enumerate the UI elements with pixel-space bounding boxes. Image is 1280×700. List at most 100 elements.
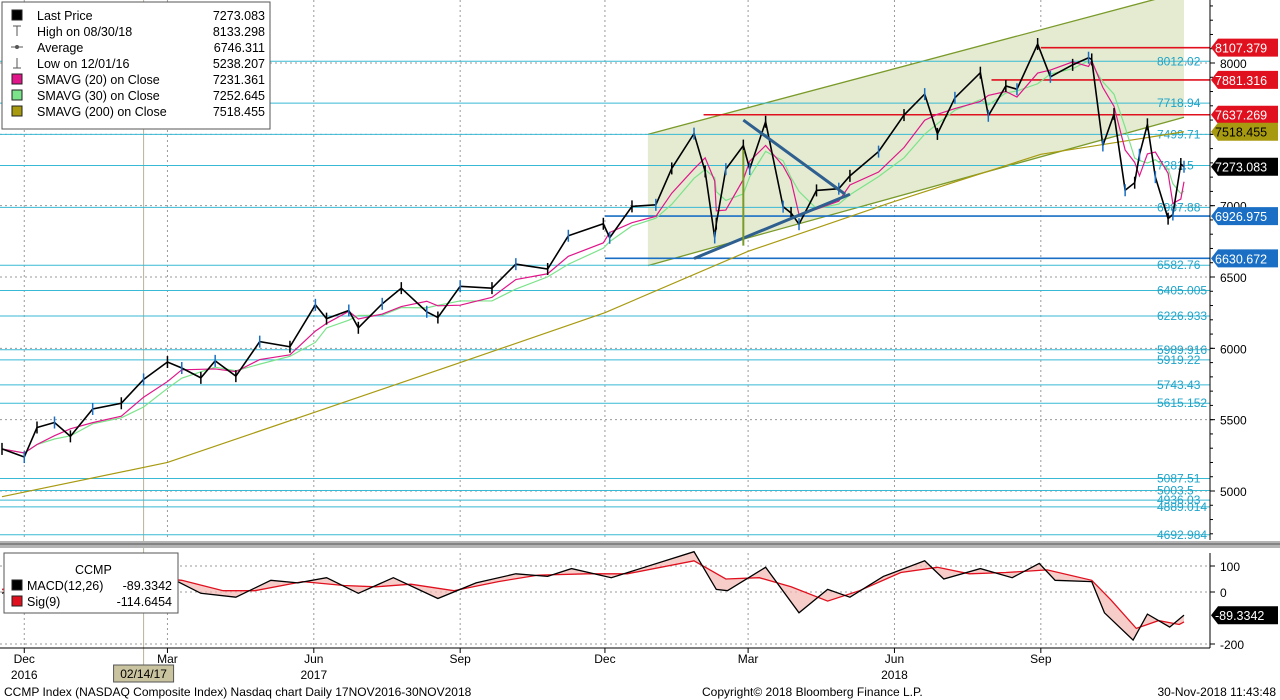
price-tag: 6630.672 [1211, 249, 1278, 268]
triangle-bottom-line [693, 192, 851, 260]
x-month-label: Mar [157, 652, 178, 666]
price-tag-bg [1211, 70, 1278, 89]
price-tag-label: 6630.672 [1215, 252, 1267, 266]
fib-level-label: 4936.03 [1157, 493, 1201, 507]
legend-marker [11, 73, 23, 85]
x-month-label: Sep [1030, 652, 1052, 666]
fib-level-label: 4889.014 [1157, 500, 1207, 514]
x-month-label: Sep [449, 652, 471, 666]
legend-label: Average [37, 41, 83, 55]
fib-level-label: 7499.71 [1157, 127, 1201, 141]
cursor-date-bg [113, 664, 175, 683]
x-year-label: 2017 [300, 668, 327, 682]
macd-signal-line [1, 560, 1185, 630]
price-tag-label: 7637.269 [1215, 109, 1267, 123]
macd-legend-marker [11, 579, 23, 591]
macd-legend-label: MACD(12,26) [27, 579, 103, 593]
legend-value: 7252.645 [213, 89, 265, 103]
legend-marker-low [13, 58, 21, 69]
fib-level-label: 8012.02 [1157, 54, 1201, 68]
legend-value: 5238.207 [213, 57, 265, 71]
fib-level-label: 7718.94 [1157, 96, 1201, 110]
y-tick-label: 5000 [1220, 485, 1247, 499]
cursor-date-label: 02/14/17 [120, 667, 167, 681]
price-tag: 7273.083 [1211, 157, 1278, 176]
legend-box [1, 1, 271, 130]
legend-value: 8133.298 [213, 25, 265, 39]
x-month-label: Jun [304, 652, 323, 666]
sma20-line [1, 59, 1185, 454]
price-tag: 7637.269 [1211, 105, 1278, 124]
x-month-label: Jun [885, 652, 904, 666]
price-tag: 6926.975 [1211, 207, 1278, 226]
fib-level-label: 7281.5 [1157, 159, 1194, 173]
price-tag-bg [1211, 157, 1278, 176]
fib-level-label: 5615.152 [1157, 396, 1207, 410]
x-month-label: Dec [594, 652, 615, 666]
x-month-label: Mar [738, 652, 759, 666]
price-tag: 8107.379 [1211, 38, 1278, 57]
x-year-label: 2016 [11, 668, 38, 682]
fib-level-label: 6405.005 [1157, 284, 1207, 298]
legend: Last Price 7273.083 High on 08/30/18 8133.2… [1, 1, 271, 130]
legend-label: High on 08/30/18 [37, 25, 132, 39]
price-tag-label: 7273.083 [1215, 161, 1267, 175]
sma200-line [1, 131, 1185, 498]
legend-marker [11, 105, 23, 117]
macd-legend: CCMP MACD(12,26) -89.3342 Sig(9) -114.6454 [3, 552, 179, 614]
price-tag-label: 7881.316 [1215, 74, 1267, 88]
legend-marker [11, 9, 23, 21]
y-tick-label: 5500 [1220, 414, 1247, 428]
macd-line [1, 550, 1185, 642]
price-tag-label: 6926.975 [1215, 210, 1267, 224]
legend-marker [11, 89, 23, 101]
fib-level-label: 6582.76 [1157, 258, 1201, 272]
fib-level-label: 5989.916 [1157, 343, 1207, 357]
y-tick-label: 8000 [1220, 57, 1247, 71]
footer-copyright: Copyright© 2018 Bloomberg Finance L.P. [702, 685, 923, 699]
triangle-top-line [742, 118, 847, 196]
macd-legend-box [3, 552, 179, 614]
fib-level-label: 4692.984 [1157, 528, 1207, 542]
macd-legend-title: CCMP [75, 563, 112, 577]
price-tag-bg [1211, 38, 1278, 57]
legend-label: SMAVG (200) on Close [37, 105, 167, 119]
legend-label: SMAVG (20) on Close [37, 73, 160, 87]
macd-y-tick-label: -200 [1220, 638, 1244, 652]
legend-value: 7231.361 [213, 73, 265, 87]
x-year-label: 2018 [881, 668, 908, 682]
y-tick-label: 6000 [1220, 342, 1247, 356]
fib-level-label: 6987.88 [1157, 200, 1201, 214]
legend-marker-high [13, 25, 21, 36]
sig-legend-label: Sig(9) [27, 595, 60, 609]
fib-level-label: 5087.51 [1157, 472, 1201, 486]
x-month-label: Dec [14, 652, 35, 666]
sig-legend-value: -114.6454 [117, 595, 172, 609]
legend-value: 6746.311 [214, 41, 265, 55]
footer-bg [0, 684, 1280, 700]
price-tag-bg [1211, 122, 1278, 141]
fib-level-label: 5003.5 [1157, 484, 1194, 498]
price-tag-bg [1211, 105, 1278, 124]
fib-level-label: 5919.22 [1157, 353, 1201, 367]
channel-upper-line [647, 0, 1156, 135]
legend-label: SMAVG (30) on Close [37, 89, 160, 103]
fib-level-label: 5743.43 [1157, 378, 1201, 392]
macd-tag-label: -89.3342 [1215, 609, 1264, 623]
sig-legend-marker [11, 595, 23, 607]
price-tag: 7881.316 [1211, 70, 1278, 89]
y-tick-label: 6500 [1220, 271, 1247, 285]
footer-timestamp: 30-Nov-2018 11:43:48 [1157, 685, 1276, 699]
macd-y-tick-label: 100 [1220, 560, 1240, 574]
macd-tag: -89.3342 [1211, 606, 1278, 625]
price-tag-label: 7518.455 [1215, 126, 1267, 140]
price-tag-bg [1211, 207, 1278, 226]
legend-value: 7273.083 [213, 9, 265, 23]
cursor-date-tag: 02/14/17 [113, 664, 175, 683]
macd-tag-bg [1211, 606, 1278, 625]
macd-legend-value: -89.3342 [123, 579, 172, 593]
fib-level-label: 6226.933 [1157, 309, 1207, 323]
footer-instrument: CCMP Index (NASDAQ Composite Index) Nasd… [4, 685, 472, 699]
